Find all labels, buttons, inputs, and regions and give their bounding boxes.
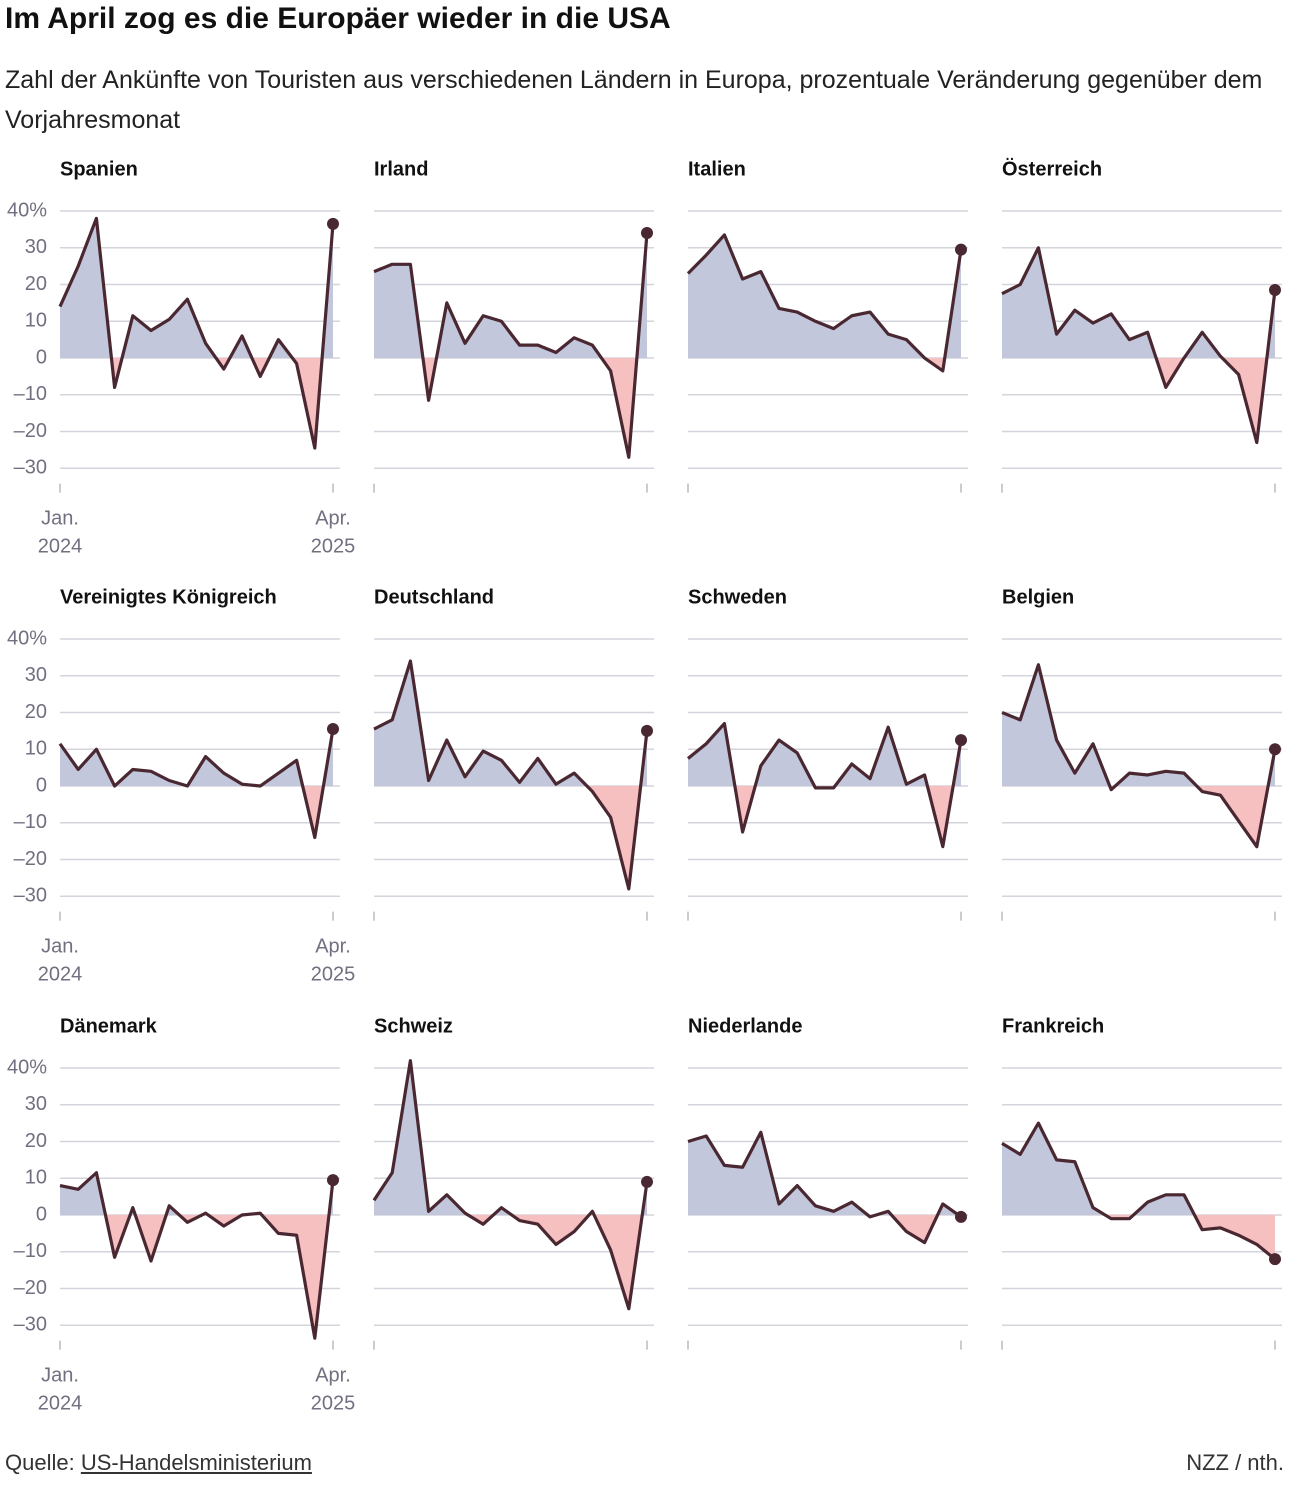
y-tick-label: 40% — [7, 627, 47, 649]
area-negative — [1105, 1215, 1275, 1260]
line — [1001, 246, 1277, 445]
end-point — [641, 724, 653, 737]
panel-title: Italien — [688, 159, 746, 181]
source-link[interactable]: US-Handelsministerium — [80, 1450, 312, 1475]
y-tick-label: 0 — [36, 346, 47, 368]
area-positive — [688, 723, 961, 787]
y-tick-label: 10 — [25, 310, 47, 332]
end-point — [1269, 1253, 1281, 1266]
end-point — [327, 217, 339, 230]
end-point — [641, 1175, 653, 1188]
y-tick-label: –10 — [14, 811, 47, 833]
y-tick-label: –20 — [14, 1277, 47, 1299]
area-positive — [688, 1132, 961, 1216]
y-tick-label: 10 — [25, 1167, 47, 1189]
x-tick-label: Jan. 2024 — [38, 936, 83, 986]
panel-title: Österreich — [1002, 158, 1102, 181]
area-positive — [1002, 247, 1275, 359]
y-tick-label: 30 — [25, 664, 47, 686]
area-negative — [1002, 358, 1275, 443]
line — [686, 233, 963, 373]
y-tick-label: 40% — [7, 199, 47, 221]
end-point — [955, 734, 967, 747]
panel-title: Belgien — [1002, 587, 1074, 609]
area-positive — [1002, 1123, 1275, 1216]
panel-title: Vereinigtes Königreich — [60, 587, 277, 609]
title: Im April zog es die Europäer wieder in d… — [5, 2, 671, 35]
area-positive — [60, 1172, 333, 1216]
area-negative — [468, 1215, 643, 1309]
end-point — [1269, 743, 1281, 756]
y-tick-label: 40% — [7, 1056, 47, 1078]
y-tick-label: 20 — [25, 701, 47, 723]
area-negative — [105, 1215, 329, 1339]
area-negative — [374, 358, 647, 458]
panel-title: Irland — [374, 159, 428, 181]
y-tick-label: –10 — [14, 1240, 47, 1262]
line — [373, 232, 649, 459]
area-negative — [688, 358, 961, 371]
y-tick-label: –30 — [14, 457, 47, 479]
end-point — [327, 1174, 339, 1187]
end-point — [1269, 284, 1281, 297]
line — [1001, 1121, 1277, 1261]
end-point — [955, 1210, 967, 1223]
panel-title: Dänemark — [60, 1016, 158, 1038]
x-tick-label: Jan. 2024 — [38, 508, 83, 558]
y-tick-label: 20 — [25, 1130, 47, 1152]
x-tick-label: Apr. 2025 — [311, 1365, 356, 1415]
y-tick-label: –20 — [14, 420, 47, 442]
y-tick-label: 10 — [25, 738, 47, 760]
line — [1001, 663, 1277, 849]
area-negative — [688, 786, 961, 847]
end-point — [955, 243, 967, 256]
area-positive — [374, 233, 647, 359]
area-negative — [1002, 786, 1275, 847]
x-tick-label: Apr. 2025 — [311, 508, 356, 558]
y-tick-label: 30 — [25, 1093, 47, 1115]
area-positive — [1002, 664, 1275, 787]
line — [59, 1171, 335, 1340]
panel-title: Niederlande — [688, 1016, 802, 1038]
subtitle: Zahl der Ankünfte von Touristen aus vers… — [5, 66, 1263, 134]
y-tick-label: –10 — [14, 383, 47, 405]
panel-title: Schweiz — [374, 1016, 453, 1038]
line — [372, 1059, 649, 1311]
panel-title: Schweden — [688, 587, 787, 609]
footer: Quelle: US-Handelsministerium — [5, 1450, 312, 1476]
panel-title: Frankreich — [1002, 1016, 1104, 1038]
y-tick-label: 30 — [25, 236, 47, 258]
area-positive — [60, 218, 333, 359]
area-negative — [374, 786, 647, 889]
line — [58, 728, 335, 840]
line — [373, 659, 649, 891]
area-negative — [60, 786, 333, 838]
end-point — [327, 723, 339, 736]
x-tick-label: Apr. 2025 — [311, 936, 356, 986]
end-point — [641, 227, 653, 240]
y-tick-label: –30 — [14, 885, 47, 907]
area-positive — [688, 234, 961, 359]
area-negative — [60, 358, 333, 449]
credit: NZZ / nth. — [1186, 1450, 1284, 1475]
panel-title: Deutschland — [374, 587, 494, 609]
panel-title: Spanien — [60, 159, 138, 181]
y-tick-label: –20 — [14, 848, 47, 870]
source-label: Quelle: — [5, 1450, 75, 1475]
chart: Spanien 40% 30 20 10 0 –10 –20 –30 Jan. 2024 Apr. 20… — [7, 158, 1282, 1415]
y-tick-label: 0 — [36, 1203, 47, 1225]
y-tick-label: 20 — [25, 273, 47, 295]
line — [687, 1130, 962, 1245]
area-negative — [867, 1215, 961, 1243]
area-positive — [374, 1060, 647, 1216]
x-tick-label: Jan. 2024 — [38, 1365, 83, 1415]
y-tick-label: –30 — [14, 1314, 47, 1336]
y-tick-label: 0 — [36, 774, 47, 796]
line — [58, 216, 335, 450]
area-positive — [374, 661, 647, 787]
area-positive — [60, 729, 333, 787]
line — [686, 721, 963, 849]
